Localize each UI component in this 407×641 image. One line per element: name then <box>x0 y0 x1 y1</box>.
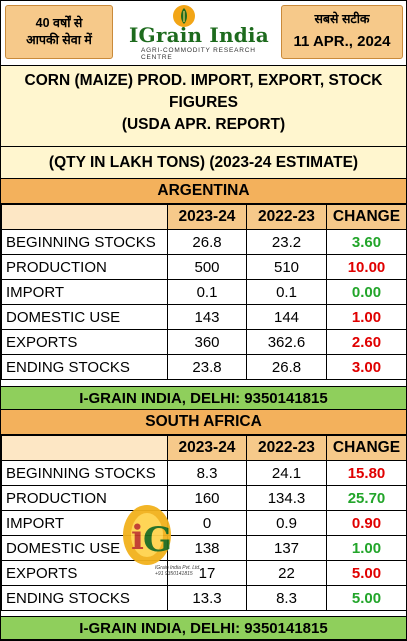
change-value: 0.90 <box>326 510 407 536</box>
service-badge: 40 वर्षों से आपकी सेवा में <box>5 5 113 59</box>
value-2023-24: 13.3 <box>167 585 247 611</box>
change-value: 15.80 <box>326 460 407 486</box>
value-2022-23: 362.6 <box>246 329 327 355</box>
value-2023-24: 0.1 <box>167 279 247 305</box>
table-row: EXPORTS 17 22 5.00 <box>1 560 407 586</box>
value-2022-23: 510 <box>246 254 327 280</box>
value-2022-23: 0.1 <box>246 279 327 305</box>
value-2023-24: 360 <box>167 329 247 355</box>
change-value: 10.00 <box>326 254 407 280</box>
accuracy-tag: सबसे सटीक <box>314 12 370 26</box>
row-label: IMPORT <box>1 279 168 305</box>
row-label: PRODUCTION <box>1 254 168 280</box>
footer-contact-2: I-GRAIN INDIA, DELHI: 9350141815 <box>1 616 406 640</box>
value-2023-24: 17 <box>167 560 247 586</box>
date-badge: सबसे सटीक 11 APR., 2024 <box>281 5 403 59</box>
value-2022-23: 26.8 <box>246 354 327 380</box>
column-header-row: 2023-24 2022-23 CHANGE <box>1 204 407 230</box>
change-value: 1.00 <box>326 304 407 330</box>
title-line1: CORN (MAIZE) PROD. IMPORT, EXPORT, STOCK <box>24 72 383 89</box>
value-2022-23: 23.2 <box>246 229 327 255</box>
column-change: CHANGE <box>326 435 407 461</box>
row-label: ENDING STOCKS <box>1 354 168 380</box>
column-2023-24: 2023-24 <box>167 435 247 461</box>
value-2022-23: 8.3 <box>246 585 327 611</box>
table-row: IMPORT 0 0.9 0.90 <box>1 510 407 536</box>
row-label: EXPORTS <box>1 329 168 355</box>
quantity-note: (QTY IN LAKH TONS) (2023-24 ESTIMATE) <box>1 147 406 179</box>
change-value: 0.00 <box>326 279 407 305</box>
table-row: ENDING STOCKS 13.3 8.3 5.00 <box>1 585 407 611</box>
table-row: PRODUCTION 500 510 10.00 <box>1 254 407 280</box>
change-value: 3.60 <box>326 229 407 255</box>
value-2023-24: 26.8 <box>167 229 247 255</box>
table-row: BEGINNING STOCKS 8.3 24.1 15.80 <box>1 460 407 486</box>
change-value: 1.00 <box>326 535 407 561</box>
argentina-table: 2023-24 2022-23 CHANGE BEGINNING STOCKS 2… <box>1 204 407 380</box>
value-2023-24: 160 <box>167 485 247 511</box>
value-2023-24: 500 <box>167 254 247 280</box>
title-line3: (USDA APR. REPORT) <box>121 116 286 133</box>
section-south-africa: SOUTH AFRICA <box>1 410 406 435</box>
value-2022-23: 22 <box>246 560 327 586</box>
row-label: DOMESTIC USE <box>1 304 168 330</box>
header: 40 वर्षों से आपकी सेवा में IGrain India … <box>1 1 406 65</box>
column-2022-23: 2022-23 <box>246 204 327 230</box>
row-label: IMPORT <box>1 510 168 536</box>
south-africa-table: 2023-24 2022-23 CHANGE BEGINNING STOCKS 8… <box>1 435 407 611</box>
service-badge-line2: आपकी सेवा में <box>26 33 92 47</box>
table-row: DOMESTIC USE 138 137 1.00 <box>1 535 407 561</box>
logo-brand: IGrain India <box>129 23 269 47</box>
header-blank-cell <box>1 435 168 461</box>
table-row: DOMESTIC USE 143 144 1.00 <box>1 304 407 330</box>
report-title: CORN (MAIZE) PROD. IMPORT, EXPORT, STOCK… <box>1 65 406 147</box>
change-value: 5.00 <box>326 585 407 611</box>
title-line2: FIGURES <box>169 94 238 111</box>
row-label: BEGINNING STOCKS <box>1 229 168 255</box>
table-row: EXPORTS 360 362.6 2.60 <box>1 329 407 355</box>
value-2023-24: 143 <box>167 304 247 330</box>
footer-contact-1: I-GRAIN INDIA, DELHI: 9350141815 <box>1 386 406 410</box>
table-row: ENDING STOCKS 23.8 26.8 3.00 <box>1 354 407 380</box>
service-badge-line1: 40 वर्षों से <box>35 16 83 30</box>
table-row: BEGINNING STOCKS 26.8 23.2 3.60 <box>1 229 407 255</box>
value-2022-23: 24.1 <box>246 460 327 486</box>
column-change: CHANGE <box>326 204 407 230</box>
header-blank-cell <box>1 204 168 230</box>
row-label: DOMESTIC USE <box>1 535 168 561</box>
igrain-logo: IGrain India AGRI-COMMODITY RESEARCH CEN… <box>121 3 279 61</box>
value-2023-24: 0 <box>167 510 247 536</box>
value-2022-23: 134.3 <box>246 485 327 511</box>
table-row: IMPORT 0.1 0.1 0.00 <box>1 279 407 305</box>
change-value: 3.00 <box>326 354 407 380</box>
change-value: 2.60 <box>326 329 407 355</box>
report-date: 11 APR., 2024 <box>293 33 391 50</box>
table-row: PRODUCTION 160 134.3 25.70 <box>1 485 407 511</box>
value-2023-24: 23.8 <box>167 354 247 380</box>
value-2023-24: 8.3 <box>167 460 247 486</box>
column-header-row: 2023-24 2022-23 CHANGE <box>1 435 407 461</box>
grain-logo-icon <box>173 5 195 27</box>
change-value: 25.70 <box>326 485 407 511</box>
column-2022-23: 2022-23 <box>246 435 327 461</box>
value-2023-24: 138 <box>167 535 247 561</box>
logo-subtitle: AGRI-COMMODITY RESEARCH CENTRE <box>141 47 256 61</box>
value-2022-23: 137 <box>246 535 327 561</box>
row-label: PRODUCTION <box>1 485 168 511</box>
row-label: ENDING STOCKS <box>1 585 168 611</box>
row-label: EXPORTS <box>1 560 168 586</box>
column-2023-24: 2023-24 <box>167 204 247 230</box>
value-2022-23: 0.9 <box>246 510 327 536</box>
section-argentina: ARGENTINA <box>1 179 406 204</box>
value-2022-23: 144 <box>246 304 327 330</box>
row-label: BEGINNING STOCKS <box>1 460 168 486</box>
change-value: 5.00 <box>326 560 407 586</box>
